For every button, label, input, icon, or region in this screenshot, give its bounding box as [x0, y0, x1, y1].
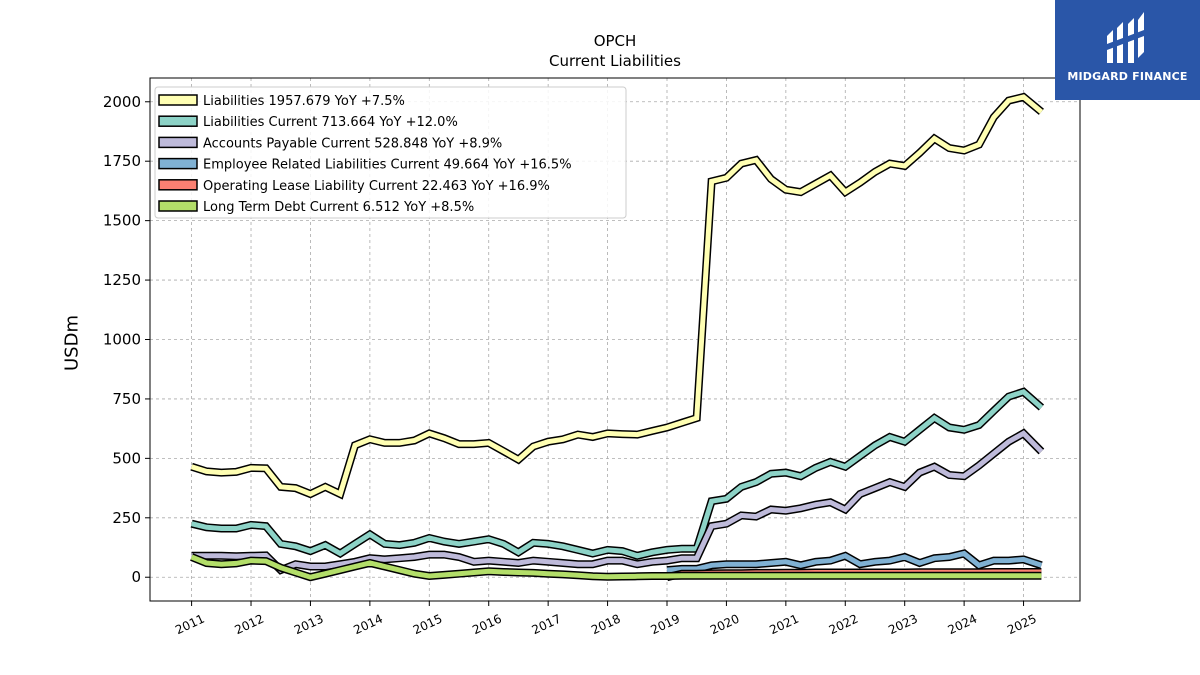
x-tick-label: 2024: [946, 612, 980, 638]
brand-mark-icon: [1107, 12, 1144, 63]
legend-swatch: [158, 115, 198, 127]
y-tick-label: 2000: [103, 93, 141, 111]
series-line: [666, 550, 1043, 573]
legend-swatch: [158, 200, 198, 212]
legend-swatch: [158, 157, 198, 170]
series-line: [190, 94, 1043, 498]
y-axis-label: USDm: [61, 315, 83, 371]
legend-entry: Long Term Debt Current 6.512 YoY +8.5%: [203, 200, 474, 215]
y-tick-label: 1750: [103, 152, 141, 170]
x-tick-label: 2014: [351, 612, 385, 638]
legend-entry: Liabilities Current 713.664 YoY +12.0%: [203, 115, 458, 130]
legend-box: [154, 86, 627, 219]
x-tick-label: 2022: [827, 612, 861, 638]
legend-swatch: [158, 94, 198, 106]
series-lines: [190, 92, 1045, 582]
series-line: [190, 554, 1042, 580]
x-tick-label: 2017: [530, 612, 564, 638]
legend-swatch: [158, 136, 198, 149]
legend: Liabilities 1957.679 YoY +7.5% Liabilitie…: [154, 86, 627, 219]
x-tick-label: 2015: [411, 612, 445, 638]
x-tick-label: 2023: [886, 612, 920, 638]
legend-swatch: [158, 179, 198, 191]
x-tick-label: 2018: [589, 612, 623, 638]
y-tick-label: 500: [112, 449, 141, 467]
y-tick-label: 1500: [103, 212, 141, 230]
x-tick-label: 2019: [649, 612, 683, 638]
chart-subtitle: Current Liabilities: [549, 52, 681, 70]
legend-entry: Employee Related Liabilities Current 49.…: [203, 158, 572, 173]
y-tick-label: 1000: [103, 331, 141, 349]
y-tick-label: 250: [112, 509, 141, 527]
x-tick-label: 2013: [292, 612, 326, 638]
x-tick-label: 2012: [233, 612, 267, 638]
series-line: [191, 388, 1044, 559]
legend-entry: Accounts Payable Current 528.848 YoY +8.…: [203, 136, 502, 151]
y-tick-label: 750: [112, 390, 141, 408]
x-tick-label: 2025: [1005, 612, 1039, 638]
x-tick-label: 2016: [470, 612, 504, 638]
brand-name: MIDGARD FINANCE: [1067, 70, 1188, 83]
y-tick-label: 1250: [103, 271, 141, 289]
chart-title: OPCH: [593, 32, 637, 50]
series-line: [191, 430, 1044, 574]
x-tick-label: 2011: [173, 612, 207, 638]
x-tick-label: 2021: [767, 612, 801, 638]
x-tick-label: 2020: [708, 612, 742, 638]
brand-logo: MIDGARD FINANCE: [1055, 0, 1200, 100]
legend-entry: Liabilities 1957.679 YoY +7.5%: [203, 94, 405, 109]
legend-entry: Operating Lease Liability Current 22.463…: [203, 179, 550, 194]
y-tick-label: 0: [131, 568, 141, 586]
